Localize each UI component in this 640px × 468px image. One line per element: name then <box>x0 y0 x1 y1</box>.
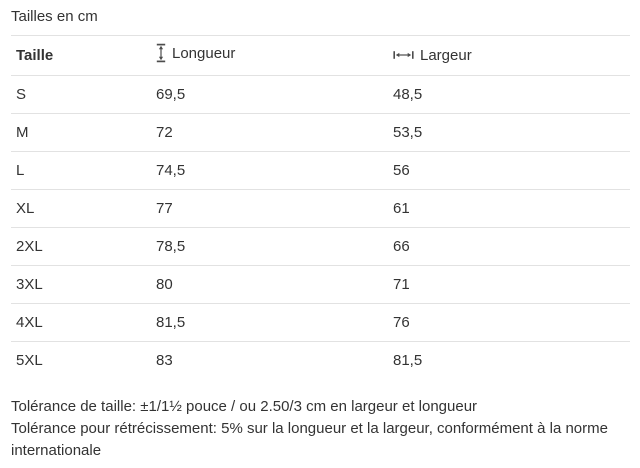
tolerance-notes: Tolérance de taille: ±1/1½ pouce / ou 2.… <box>11 396 630 462</box>
table-title: Tailles en cm <box>11 0 630 36</box>
size-cell: 2XL <box>11 227 151 266</box>
length-cell: 78,5 <box>151 227 388 266</box>
table-row: S 69,5 48,5 <box>11 75 630 114</box>
size-table: Taille Longueur <box>11 36 630 379</box>
width-cell: 61 <box>388 189 630 228</box>
size-cell: S <box>11 75 151 114</box>
size-cell: M <box>11 113 151 152</box>
column-header-width: Largeur <box>388 36 630 76</box>
length-cell: 72 <box>151 113 388 152</box>
table-row: 4XL 81,5 76 <box>11 303 630 342</box>
column-header-length: Longueur <box>151 36 388 76</box>
table-row: 2XL 78,5 66 <box>11 227 630 266</box>
size-cell: L <box>11 151 151 190</box>
size-cell: 4XL <box>11 303 151 342</box>
column-header-width-label: Largeur <box>420 46 472 64</box>
table-header-row: Taille Longueur <box>11 36 630 76</box>
width-cell: 76 <box>388 303 630 342</box>
table-row: L 74,5 56 <box>11 151 630 190</box>
table-row: XL 77 61 <box>11 189 630 228</box>
horizontal-measure-icon <box>393 50 414 60</box>
shrinkage-tolerance-note: Tolérance pour rétrécissement: 5% sur la… <box>11 420 608 459</box>
column-header-length-label: Longueur <box>172 44 236 62</box>
table-row: 5XL 83 81,5 <box>11 341 630 379</box>
length-cell: 74,5 <box>151 151 388 190</box>
width-cell: 81,5 <box>393 351 423 369</box>
length-cell: 80 <box>151 265 388 304</box>
length-cell: 83 <box>156 351 173 369</box>
length-cell: 81,5 <box>151 303 388 342</box>
length-cell: 77 <box>151 189 388 228</box>
size-cell: 5XL <box>16 351 43 369</box>
size-tolerance-note: Tolérance de taille: ±1/1½ pouce / ou 2.… <box>11 398 478 415</box>
width-cell: 48,5 <box>388 75 630 114</box>
width-cell: 66 <box>388 227 630 266</box>
size-cell: XL <box>11 189 151 228</box>
vertical-measure-icon <box>156 43 166 63</box>
table-row: M 72 53,5 <box>11 113 630 152</box>
table-row: 3XL 80 71 <box>11 265 630 304</box>
column-header-size: Taille <box>11 36 151 76</box>
length-cell: 69,5 <box>151 75 388 114</box>
width-cell: 71 <box>388 265 630 304</box>
width-cell: 53,5 <box>388 113 630 152</box>
width-cell: 56 <box>388 151 630 190</box>
size-cell: 3XL <box>11 265 151 304</box>
